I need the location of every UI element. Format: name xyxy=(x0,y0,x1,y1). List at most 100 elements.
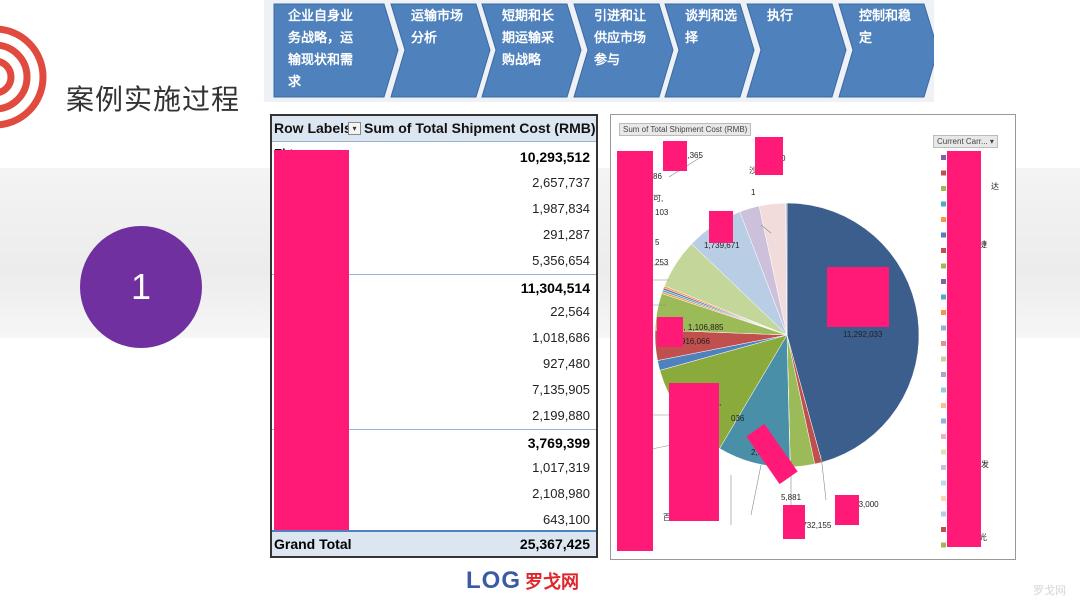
pie-chart-panel: 11,292,033 1,739,671 2, 1,106,885 916,066 5,… xyxy=(610,114,1016,560)
process-step-label: 谈判和选择 xyxy=(685,6,737,50)
concentric-circles-icon xyxy=(0,25,47,129)
legend-swatch xyxy=(941,217,946,222)
pivot-subtotal-value: 11,304,514 xyxy=(520,279,590,296)
process-step-line: 择 xyxy=(685,31,699,46)
process-step-label: 执行 xyxy=(767,6,793,28)
pie-slice[interactable] xyxy=(785,202,788,336)
slice-label-fragment: 百 xyxy=(663,513,671,522)
process-step-line: 引进和让 xyxy=(594,9,647,24)
process-step-arrow xyxy=(390,3,491,98)
redaction-block xyxy=(835,495,859,525)
process-step-line: 谈判和选 xyxy=(685,9,738,24)
process-step-arrow xyxy=(273,3,399,98)
pivot-value: 5,356,654 xyxy=(532,252,590,268)
redaction-block xyxy=(657,317,683,347)
slice-data-label: in, 223,000 xyxy=(839,500,879,509)
pivot-row: 2,199,880 xyxy=(272,403,596,429)
legend-swatch xyxy=(941,527,946,532)
process-step-line: 输现状和需 xyxy=(288,53,354,68)
slice-label-fragment: 86 xyxy=(653,172,662,181)
legend-title: Current Carr... xyxy=(937,137,988,146)
pivot-row: 1,018,686 xyxy=(272,325,596,351)
pivot-value: 1,017,319 xyxy=(532,459,590,475)
redaction-block xyxy=(617,151,653,551)
legend-swatch xyxy=(941,341,946,346)
pivot-table: Row Labels ▾ Sum of Total Shipment Cost … xyxy=(270,114,598,558)
legend-swatch xyxy=(941,449,946,455)
pivot-row: 291,287 xyxy=(272,222,596,248)
slice-label-fragment: 036 xyxy=(731,414,745,423)
filter-dropdown-icon[interactable]: ▾ xyxy=(348,122,361,135)
pivot-value: 7,135,905 xyxy=(532,382,590,398)
grand-total-label: Grand Total xyxy=(274,536,352,552)
legend-swatch xyxy=(941,372,946,377)
process-step-line: 求 xyxy=(288,75,302,90)
pie-chart: 11,292,033 1,739,671 2, 1,106,885 916,066 5,… xyxy=(617,137,999,551)
pivot-header: Row Labels ▾ Sum of Total Shipment Cost … xyxy=(272,116,596,142)
redaction-block xyxy=(827,267,889,327)
chart-value-field-button[interactable]: Sum of Total Shipment Cost (RMB) xyxy=(619,123,752,136)
logo: LOG 罗戈网 xyxy=(466,566,579,596)
legend-swatch xyxy=(941,465,946,470)
logo-text: LOG xyxy=(466,567,521,594)
process-step-line: 购战略 xyxy=(502,53,542,68)
pivot-row: 2,108,980 xyxy=(272,481,596,507)
row-labels-header: Row Labels xyxy=(274,120,352,136)
legend-swatch xyxy=(941,542,946,548)
slice-data-label: 916,066 xyxy=(681,337,710,346)
pivot-row: 1,987,834 xyxy=(272,196,596,222)
slice-data-label: 11,292,033 xyxy=(843,330,883,339)
slide-title: 案例实施过程 xyxy=(66,83,241,116)
process-step-label: 控制和稳定 xyxy=(859,6,911,50)
watermark: 罗戈网 xyxy=(1033,585,1066,597)
pivot-value: 291,287 xyxy=(543,226,590,242)
legend-swatch xyxy=(941,387,946,393)
legend-swatch xyxy=(941,170,946,176)
pivot-row: 2,657,737 xyxy=(272,170,596,196)
process-step-line: 运输市场 xyxy=(411,9,464,24)
redaction-block xyxy=(947,151,981,547)
slice-data-label: 2, 1,106,885 xyxy=(679,323,724,332)
slice-label-fragment: 2,1 xyxy=(751,448,763,457)
pivot-row: 22,564 xyxy=(272,299,596,325)
legend-swatch xyxy=(941,279,946,284)
pivot-row: 10,293,512 xyxy=(272,144,596,170)
legend-swatch xyxy=(941,496,946,501)
process-step-line: 参与 xyxy=(594,53,621,68)
legend-swatch xyxy=(941,356,946,362)
process-step-arrow xyxy=(838,3,934,98)
pivot-row: 11,304,514 xyxy=(272,273,596,300)
slice-label-fragment: 达 xyxy=(991,181,999,191)
pivot-row: 927,480 xyxy=(272,351,596,377)
process-step-line: 定 xyxy=(859,31,873,46)
legend-swatch xyxy=(941,232,946,238)
pivot-value: 2,657,737 xyxy=(532,174,590,190)
pivot-value: 2,108,980 xyxy=(532,485,590,501)
pivot-value: 2,199,880 xyxy=(532,408,590,423)
pivot-row: 7,135,905 xyxy=(272,377,596,403)
slice-label-fragment: 1 xyxy=(751,188,756,197)
pivot-value: 927,480 xyxy=(543,356,590,372)
process-step-line: 短期和长 xyxy=(502,9,555,24)
process-step-line: 执行 xyxy=(767,9,794,24)
redaction-block xyxy=(669,383,719,521)
redaction-block xyxy=(746,423,798,485)
pivot-row: 5,356,654 xyxy=(272,248,596,274)
legend-field-button[interactable]: Current Carr... ▾ xyxy=(933,135,998,148)
grand-total-row: Grand Total 25,367,425 xyxy=(272,530,596,556)
process-step-label: 企业自身业 务战略，运 输现状和需求 xyxy=(288,6,353,94)
slice-label-fragment: 253 xyxy=(655,258,669,267)
process-step-line: 供应市场 xyxy=(594,31,647,46)
slice-label-fragment: 捷 xyxy=(979,239,987,249)
leader-line xyxy=(750,464,762,516)
process-step-line: 控制和稳 xyxy=(859,9,912,24)
slice-label-fragment: 光 xyxy=(979,532,987,542)
slice-data-label: ng, 732,155 xyxy=(789,521,832,530)
slice-label-fragment: 沙 xyxy=(749,166,757,175)
slice-data-label: 1,739,671 xyxy=(704,241,740,250)
redacted-row-labels xyxy=(274,150,349,530)
pivot-value: 22,564 xyxy=(550,304,590,320)
pivot-row: 643,100 xyxy=(272,507,596,533)
legend-swatch xyxy=(941,480,946,486)
process-step-arrow xyxy=(746,3,847,98)
